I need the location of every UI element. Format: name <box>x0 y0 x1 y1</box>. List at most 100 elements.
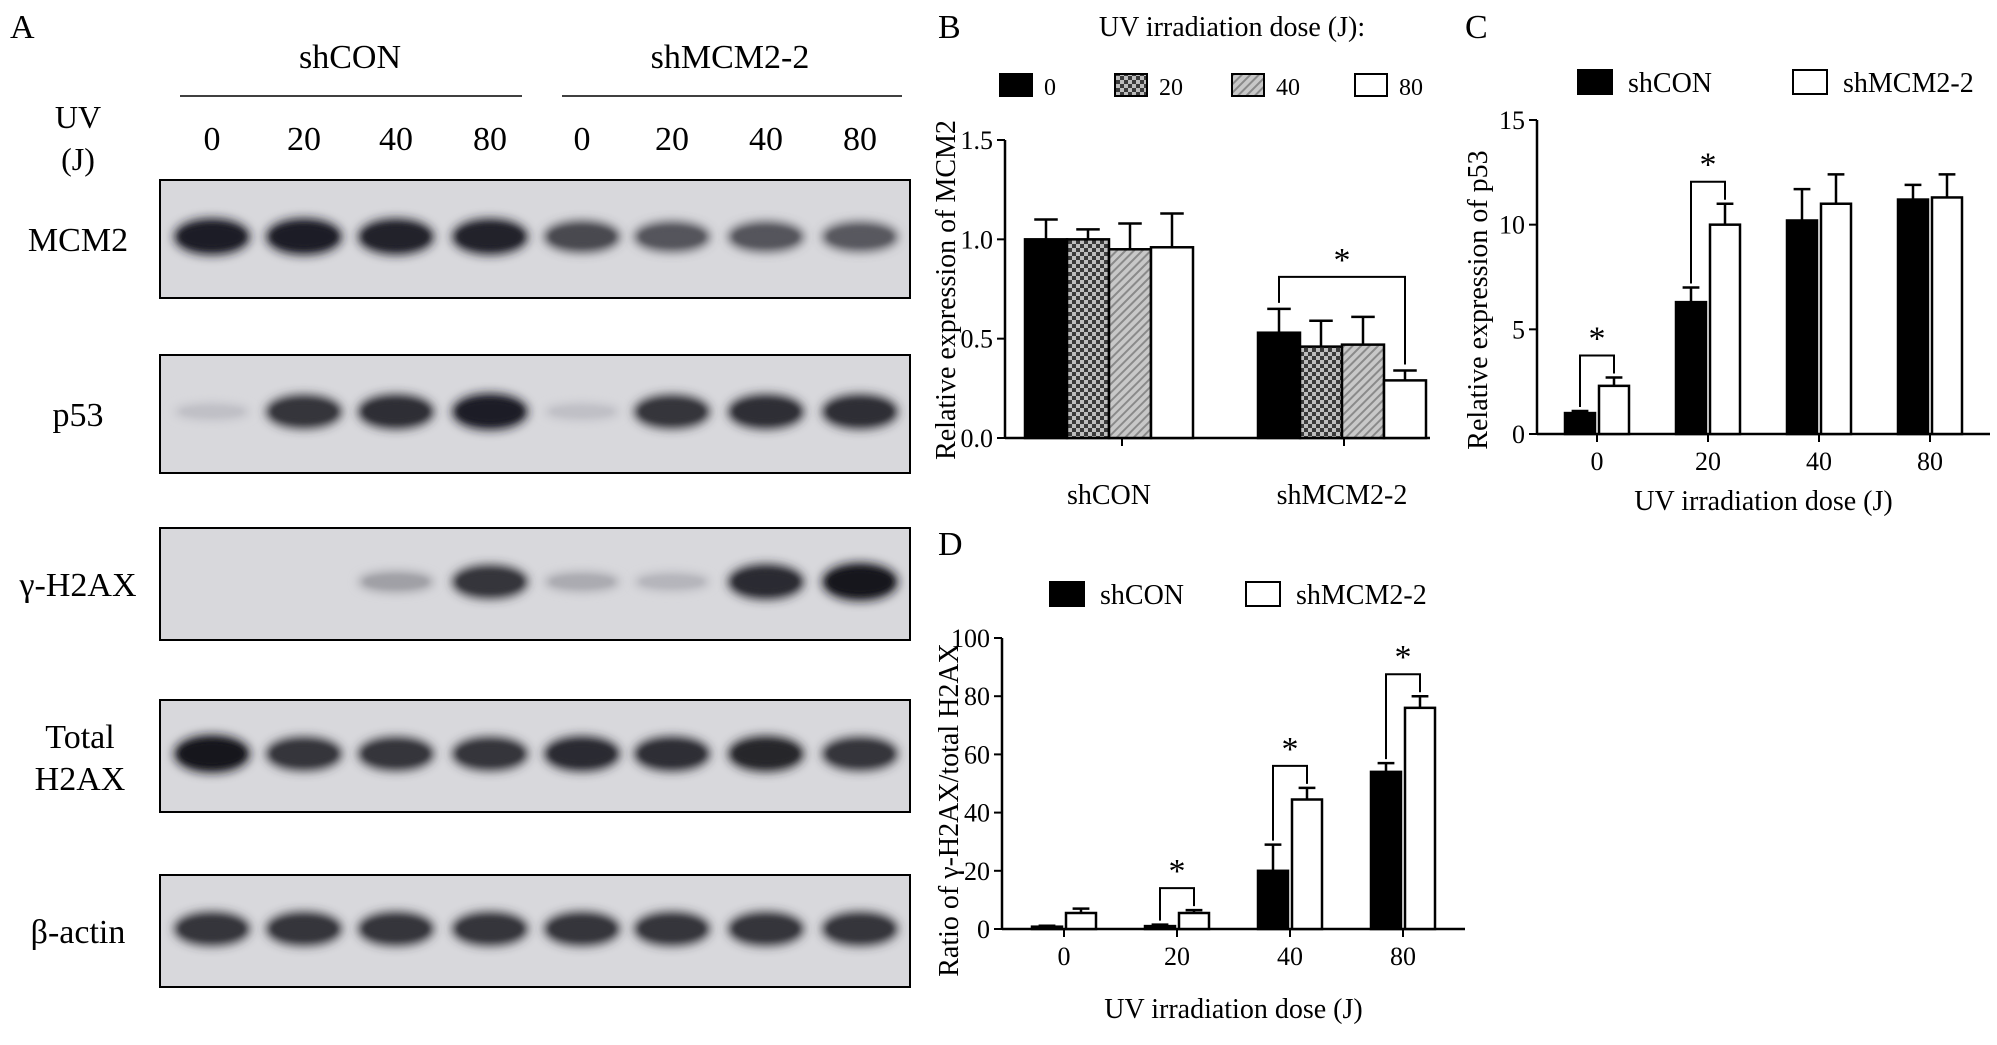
legend-label: 40 <box>1276 75 1300 101</box>
band-core <box>828 227 892 246</box>
panel-letter: B <box>938 9 961 46</box>
bar <box>1143 924 1177 931</box>
blot-label: p53 <box>53 397 104 434</box>
uv-label-line1: UV <box>55 99 101 135</box>
legend-label: 0 <box>1044 75 1056 101</box>
significance-star: * <box>1589 320 1606 357</box>
band-core <box>734 918 798 940</box>
group-label-shcon: shCON <box>299 39 401 76</box>
bar <box>1819 202 1853 436</box>
bar <box>1149 246 1195 440</box>
y-axis-title: Relative expression of MCM2 <box>931 120 962 460</box>
blot-4 <box>159 874 911 988</box>
band-core <box>734 570 798 593</box>
blot-label: β-actin <box>31 914 126 951</box>
band-core <box>640 227 704 246</box>
band-core <box>272 743 336 765</box>
panel-letter: D <box>938 526 963 563</box>
band-core <box>272 918 336 940</box>
y-tick-label: 60 <box>964 740 990 769</box>
legend-swatch <box>1577 69 1613 95</box>
legend-label: 20 <box>1159 75 1183 101</box>
chart-panel-c: C Relative expression of p53 UV irradiatio… <box>1463 9 1990 517</box>
significance-bracket <box>1579 354 1615 407</box>
band-core <box>458 918 522 940</box>
band-core <box>458 743 522 765</box>
y-tick-label: 0 <box>1512 420 1525 449</box>
band-core <box>734 742 798 766</box>
dose-label: 80 <box>843 121 877 158</box>
band-core <box>828 569 892 594</box>
significance-star: * <box>1700 147 1717 184</box>
dose-label: 80 <box>473 121 507 158</box>
y-tick-label: 1.5 <box>961 126 994 155</box>
dose-label: 40 <box>749 121 783 158</box>
band-core <box>640 400 704 423</box>
bar <box>1065 238 1111 440</box>
legend-label: shMCM2-2 <box>1296 580 1427 611</box>
legend-swatch <box>1049 581 1085 607</box>
bar <box>1369 770 1403 931</box>
significance-bracket <box>1272 764 1308 841</box>
legend-label: shMCM2-2 <box>1843 68 1974 99</box>
bar <box>1023 238 1069 440</box>
y-tick-label: 20 <box>964 857 990 886</box>
bar <box>1382 379 1428 440</box>
bar <box>1785 219 1819 436</box>
legend-swatch <box>999 73 1033 97</box>
band-core <box>640 918 704 940</box>
chart-panel-d: D Ratio of γ-H2AX/total H2AX UV irradiatio… <box>934 526 1465 1025</box>
uv-label-line2: (J) <box>61 141 95 177</box>
y-tick-label: 100 <box>951 624 990 653</box>
band-core <box>640 576 704 588</box>
band-core <box>364 743 428 765</box>
band-core <box>550 576 614 588</box>
band-core <box>272 400 336 423</box>
band-core <box>364 400 428 423</box>
significance-bracket <box>1690 180 1726 284</box>
legend-label: shCON <box>1628 68 1712 99</box>
y-axis-title: Ratio of γ-H2AX/total H2AX <box>934 643 965 977</box>
blot-2 <box>159 527 911 641</box>
blot-0 <box>159 179 911 299</box>
bar <box>1256 869 1290 931</box>
y-tick-label: 1.0 <box>961 225 994 254</box>
band-core <box>734 400 798 423</box>
x-category-label: 0 <box>1591 447 1604 476</box>
y-tick-label: 5 <box>1512 315 1525 344</box>
western-blot-panel: shCON shMCM2-2 0 20 40 80 0 20 40 80 MCM2 p53 γ-H2AX… <box>18 39 911 988</box>
band-core <box>734 227 798 246</box>
bar <box>1107 248 1153 440</box>
chart-panel-b: B UV irradiation dose (J): Relative expres… <box>931 9 1430 511</box>
dose-label: 0 <box>204 121 221 158</box>
band-core <box>180 225 244 249</box>
band-core <box>550 226 614 247</box>
band-core <box>180 741 244 766</box>
y-tick-label: 0.0 <box>961 424 994 453</box>
bar <box>1290 798 1324 931</box>
significance-bracket <box>1385 673 1421 760</box>
y-tick-label: 0.5 <box>961 325 994 354</box>
dose-label: 0 <box>574 121 591 158</box>
panel-a-letter: A <box>10 9 35 46</box>
panel-letter: C <box>1465 9 1488 46</box>
legend-swatch <box>1231 73 1265 97</box>
bar <box>1340 343 1386 440</box>
x-category-label: 0 <box>1058 942 1071 971</box>
x-axis-title: UV irradiation dose (J) <box>1634 486 1892 517</box>
y-tick-label: 10 <box>1499 211 1525 240</box>
band-core <box>364 918 428 940</box>
x-category-label: shCON <box>1067 480 1151 511</box>
band-core <box>550 406 614 417</box>
dose-label: 20 <box>287 121 321 158</box>
legend-swatch <box>1114 73 1148 97</box>
dose-label: 40 <box>379 121 413 158</box>
y-tick-label: 0 <box>977 915 990 944</box>
bar <box>1674 300 1708 436</box>
bar <box>1403 706 1437 931</box>
band-core <box>550 918 614 940</box>
significance-bracket <box>1159 887 1195 921</box>
x-category-label: 40 <box>1806 447 1832 476</box>
